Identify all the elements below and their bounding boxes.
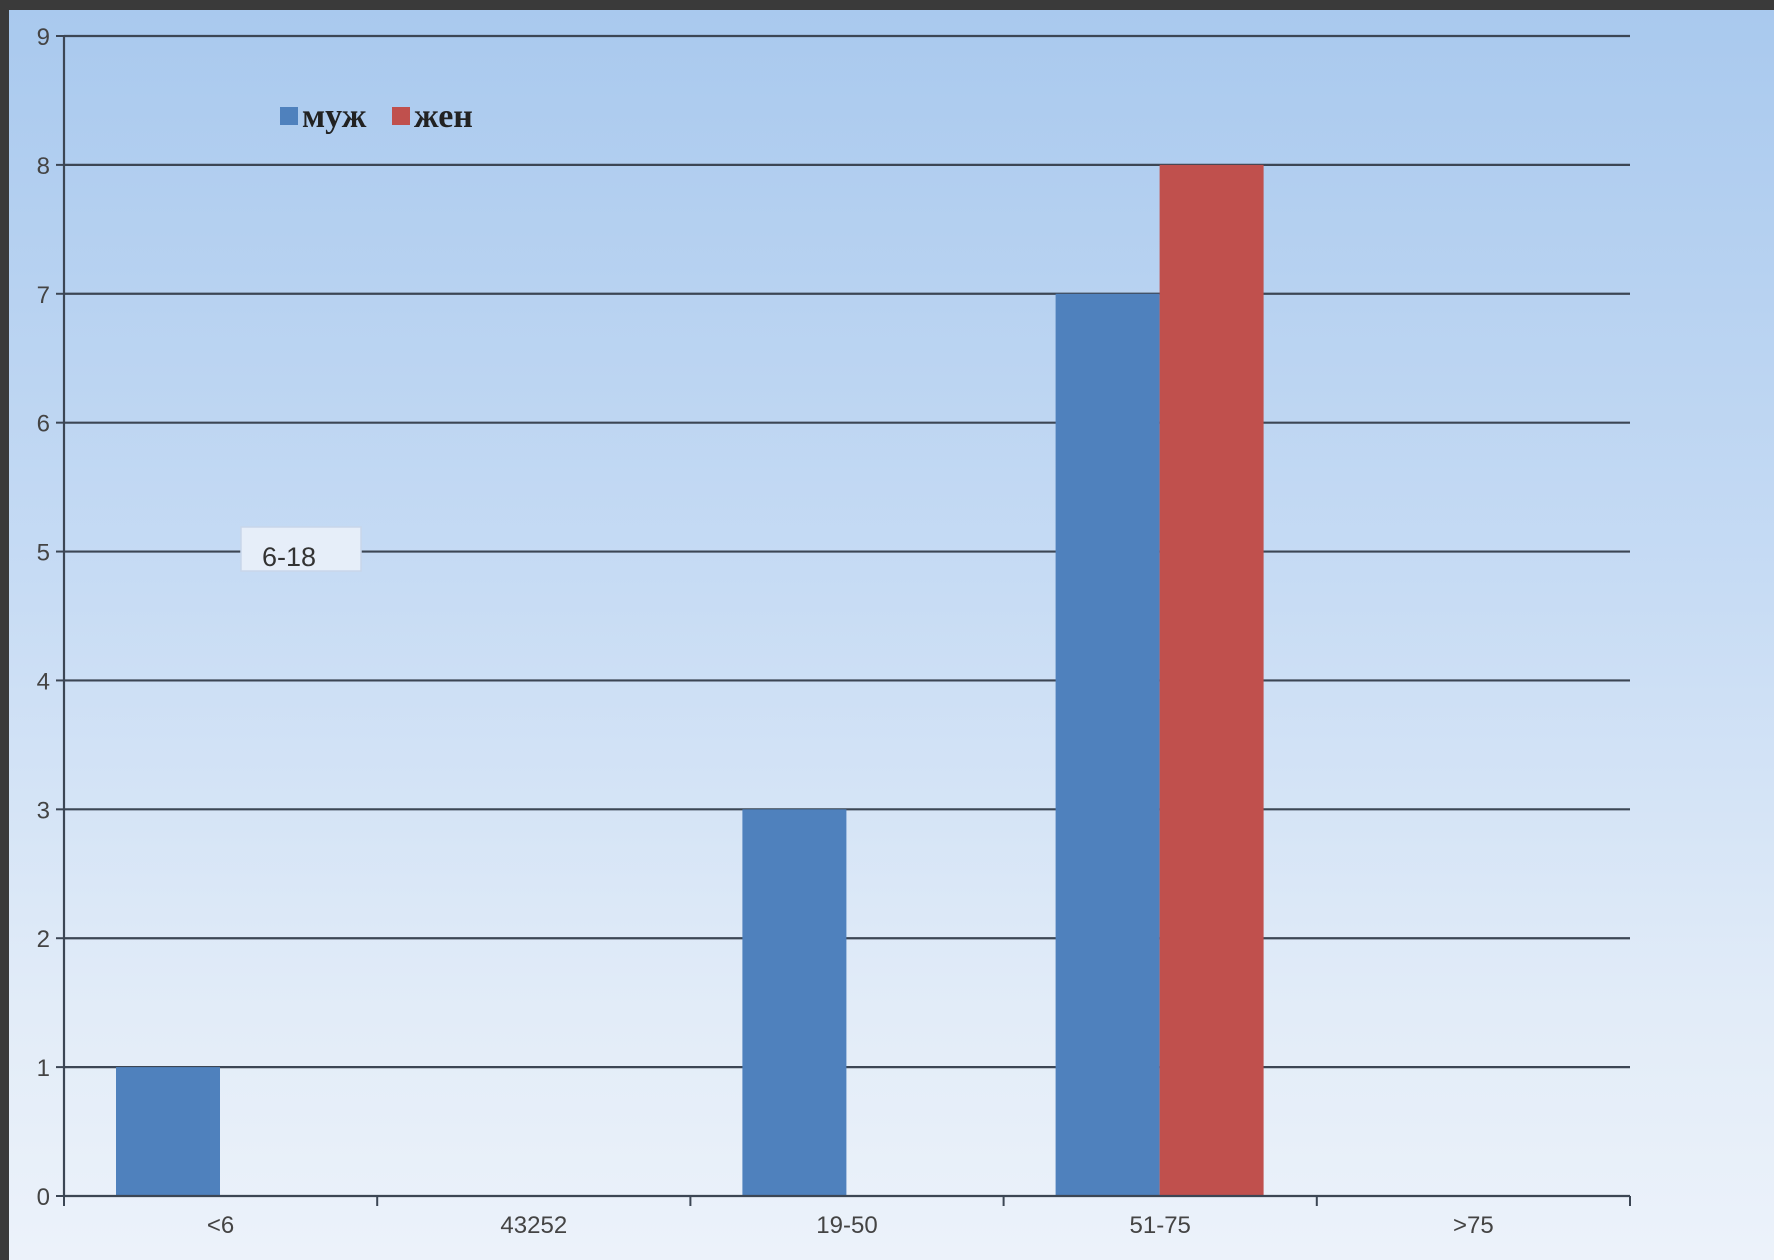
y-tick-label: 2 [37, 926, 50, 953]
y-tick-label: 9 [37, 24, 50, 51]
bars [116, 164, 1264, 1196]
y-tick-label: 3 [37, 797, 50, 824]
y-tick-label: 5 [37, 540, 50, 567]
legend-label: жен [414, 98, 473, 135]
bar [116, 1067, 220, 1196]
annotation: 6-18 [240, 526, 362, 572]
bar [1055, 293, 1160, 1196]
x-tick-label: >75 [1453, 1212, 1494, 1239]
gridlines [64, 34, 1630, 1069]
x-tick-label: <6 [207, 1212, 234, 1239]
axes [56, 35, 1631, 1206]
x-tick-label: 19-50 [816, 1212, 877, 1239]
y-tick-label: 1 [37, 1055, 50, 1082]
y-tick-label: 0 [37, 1184, 50, 1211]
x-tick-label: 51-75 [1130, 1212, 1191, 1239]
x-axis-tick-labels: <6 43252 19-50 51-75 >75 [207, 1212, 1494, 1239]
legend-label: муж [302, 98, 367, 135]
y-tick-label: 4 [37, 668, 50, 695]
y-tick-label: 6 [37, 411, 50, 438]
y-tick-label: 8 [37, 153, 50, 180]
annotation-box [240, 526, 362, 572]
chart-panel [9, 10, 1774, 1260]
x-tick-label: 43252 [500, 1212, 567, 1239]
legend-swatch [280, 107, 298, 125]
bar [742, 809, 847, 1196]
annotation-label: 6-18 [262, 542, 316, 572]
y-axis-tick-labels: 0 1 2 3 4 5 6 7 8 9 [37, 24, 50, 1211]
legend: муж жен [280, 98, 473, 135]
bar [1159, 164, 1264, 1196]
legend-swatch [392, 107, 410, 125]
y-tick-label: 7 [37, 282, 50, 309]
